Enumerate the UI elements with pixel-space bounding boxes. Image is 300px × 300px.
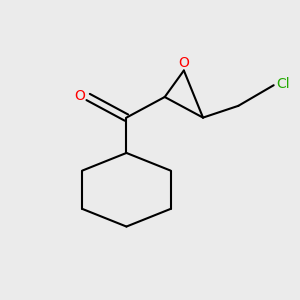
Text: Cl: Cl: [277, 77, 290, 91]
Text: O: O: [178, 56, 189, 70]
Text: O: O: [74, 88, 85, 103]
